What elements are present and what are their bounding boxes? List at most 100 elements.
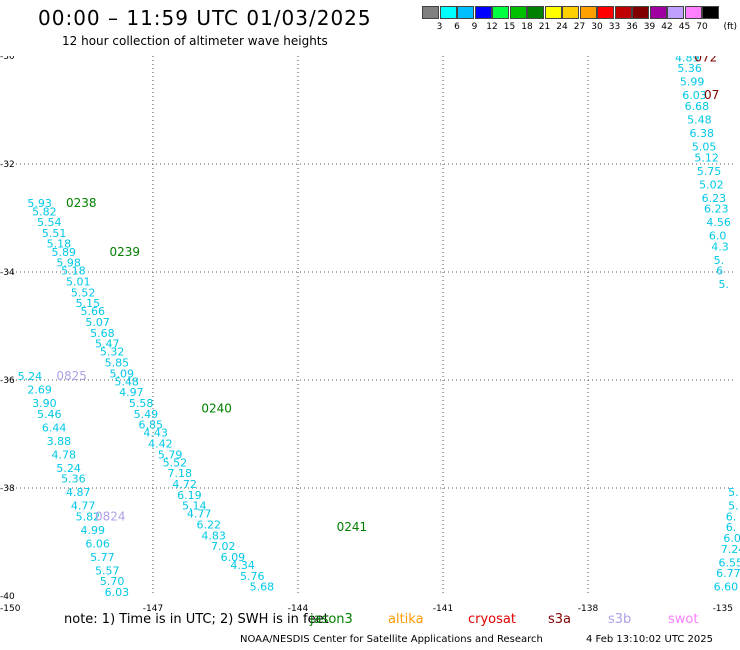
wave-height-value: 4.56 xyxy=(706,216,731,229)
lat-tick-label: -32 xyxy=(0,160,15,170)
wave-height-value: 5.82 xyxy=(32,205,57,218)
wave-height-value: 6.0 xyxy=(723,532,740,545)
color-scale-label: 24 xyxy=(556,22,568,32)
lon-tick-label: -135 xyxy=(713,604,733,612)
color-scale-unit: (ft) xyxy=(723,22,738,32)
wave-height-value: 5.52 xyxy=(71,286,96,299)
wave-height-value: 5.77 xyxy=(90,551,115,564)
wave-height-value: 5.75 xyxy=(697,165,722,178)
wave-height-value: 5.24 xyxy=(56,462,80,475)
wave-height-value: 6. xyxy=(726,510,737,523)
wave-height-value: 6.77 xyxy=(716,567,740,580)
wave-height-value: 6.06 xyxy=(85,537,110,550)
wave-height-value: 4.34 xyxy=(230,559,255,572)
color-scale-label: 42 xyxy=(661,22,673,32)
lat-tick-label: -40 xyxy=(0,592,15,602)
pass-time-label: 0825 xyxy=(56,369,87,383)
lon-tick-label: -147 xyxy=(143,604,163,612)
wave-height-value: 5.49 xyxy=(134,408,159,421)
wave-height-value: 5. xyxy=(728,500,739,513)
wave-height-value: 4.83 xyxy=(201,529,226,542)
color-swatch xyxy=(422,6,439,19)
map-title: 00:00 – 11:59 UTC 01/03/2025 xyxy=(38,6,372,30)
generated-timestamp: 4 Feb 13:10:02 UTC 2025 xyxy=(586,634,713,645)
wave-height-value: 5.68 xyxy=(250,581,275,594)
wave-height-value: 5.82 xyxy=(76,510,101,523)
color-scale-label: 30 xyxy=(591,22,603,32)
color-swatch xyxy=(579,6,597,19)
wave-height-value: 2.69 xyxy=(27,384,52,397)
wave-height-value: 6.60 xyxy=(714,581,739,594)
pass-time-label: 072 xyxy=(694,56,717,64)
wave-height-value: 5. xyxy=(728,486,739,499)
lat-tick-label: -30 xyxy=(0,56,15,62)
wave-height-value: 7.24 xyxy=(721,543,740,556)
color-scale-label: 36 xyxy=(626,22,638,32)
lon-tick-label: -150 xyxy=(0,604,21,612)
wave-height-value: 4.87 xyxy=(66,486,91,499)
satellite-legend-cryosat: cryosat xyxy=(468,612,516,627)
color-swatch xyxy=(562,6,579,19)
wave-height-value: 5.02 xyxy=(699,178,724,191)
map-subtitle: 12 hour collection of altimeter wave hei… xyxy=(62,34,328,48)
color-swatch xyxy=(544,6,562,19)
wave-height-value: 5.46 xyxy=(37,408,62,421)
color-swatch xyxy=(667,6,684,19)
color-swatch xyxy=(509,6,527,19)
wave-height-value: 5.05 xyxy=(692,141,717,154)
wave-height-value: 4.89 xyxy=(675,56,700,64)
wave-height-value: 5.07 xyxy=(85,316,110,329)
wave-height-value: 5.93 xyxy=(27,197,52,210)
lon-tick-label: -144 xyxy=(288,604,309,612)
wave-height-value: 5.52 xyxy=(163,456,188,469)
wave-height-value: 6.23 xyxy=(704,203,729,216)
color-scale-label: 45 xyxy=(678,22,691,32)
wave-height-value: 5.57 xyxy=(95,564,120,577)
wave-height-value: 4.78 xyxy=(52,448,77,461)
wave-height-value: 3.90 xyxy=(32,397,57,410)
wave-height-value: 6.23 xyxy=(702,192,727,205)
color-swatch xyxy=(702,6,719,19)
wave-height-value: 6.09 xyxy=(221,551,246,564)
color-scale-label: 27 xyxy=(573,22,586,32)
lat-tick-label: -34 xyxy=(0,268,15,278)
wave-height-value: 6.19 xyxy=(177,489,202,502)
wave-height-value: 4.72 xyxy=(172,478,197,491)
color-swatch xyxy=(597,6,614,19)
wave-height-value: 5.66 xyxy=(81,305,106,318)
satellite-legend-jason3: jason3 xyxy=(310,612,353,627)
color-swatch xyxy=(474,6,492,19)
wave-height-value: 5.70 xyxy=(100,575,125,588)
color-scale-label: 15 xyxy=(503,22,516,32)
color-swatch xyxy=(527,6,544,19)
color-swatch xyxy=(457,6,474,19)
wave-height-value: 4.99 xyxy=(81,524,106,537)
wave-height-value: 5.48 xyxy=(687,114,712,127)
wave-height-value: 5.98 xyxy=(56,257,80,270)
color-scale-label: 21 xyxy=(538,22,551,32)
wave-height-value: 5.54 xyxy=(37,216,62,229)
color-scale-label: 39 xyxy=(643,22,656,32)
wave-height-value: 6.22 xyxy=(197,519,222,532)
wave-height-value: 5.99 xyxy=(680,76,705,89)
color-scale-label: 18 xyxy=(521,22,533,32)
color-scale-label: 6 xyxy=(454,22,460,32)
pass-time-label: 0824 xyxy=(95,509,126,523)
wave-height-value: 5.14 xyxy=(182,500,207,513)
wave-height-value: 5.51 xyxy=(42,227,66,240)
legend-note: note: 1) Time is in UTC; 2) SWH is in fe… xyxy=(64,612,329,627)
satellite-legend-swot: swot xyxy=(668,612,699,627)
wave-height-value: 5.68 xyxy=(90,327,115,340)
wave-height-value: 4.3 xyxy=(711,240,729,253)
wave-height-value: 6. xyxy=(726,521,737,534)
color-scale-label: 12 xyxy=(486,22,498,32)
wave-height-value: 6.03 xyxy=(105,586,129,599)
color-scale-label: 33 xyxy=(608,22,621,32)
wave-height-value: 4.97 xyxy=(119,386,143,399)
pass-time-label: 0239 xyxy=(110,245,141,259)
wave-height-value: 4.42 xyxy=(148,438,173,451)
wave-height-value: 5.48 xyxy=(114,375,139,388)
wave-height-value: 5. xyxy=(719,278,730,291)
lon-tick-label: -138 xyxy=(578,604,599,612)
wave-height-value: 6.85 xyxy=(139,419,164,432)
